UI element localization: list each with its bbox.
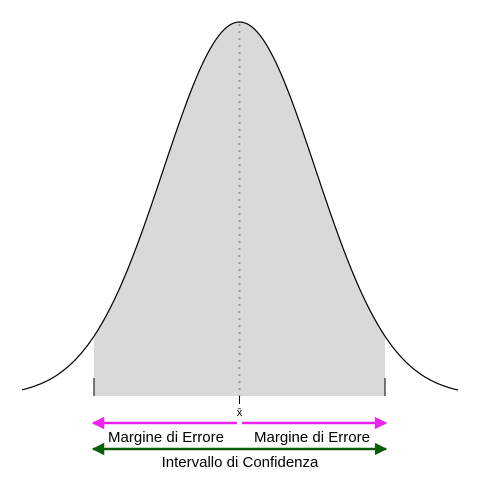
interval-label: Intervallo di Confidenza <box>162 454 319 471</box>
mean-label: x̄ <box>237 407 243 419</box>
normal-distribution-curve <box>21 21 459 391</box>
margin-label-left: Margine di Errore <box>108 429 224 446</box>
margin-label-right: Margine di Errore <box>254 429 370 446</box>
shaded-confidence-area <box>94 22 385 396</box>
